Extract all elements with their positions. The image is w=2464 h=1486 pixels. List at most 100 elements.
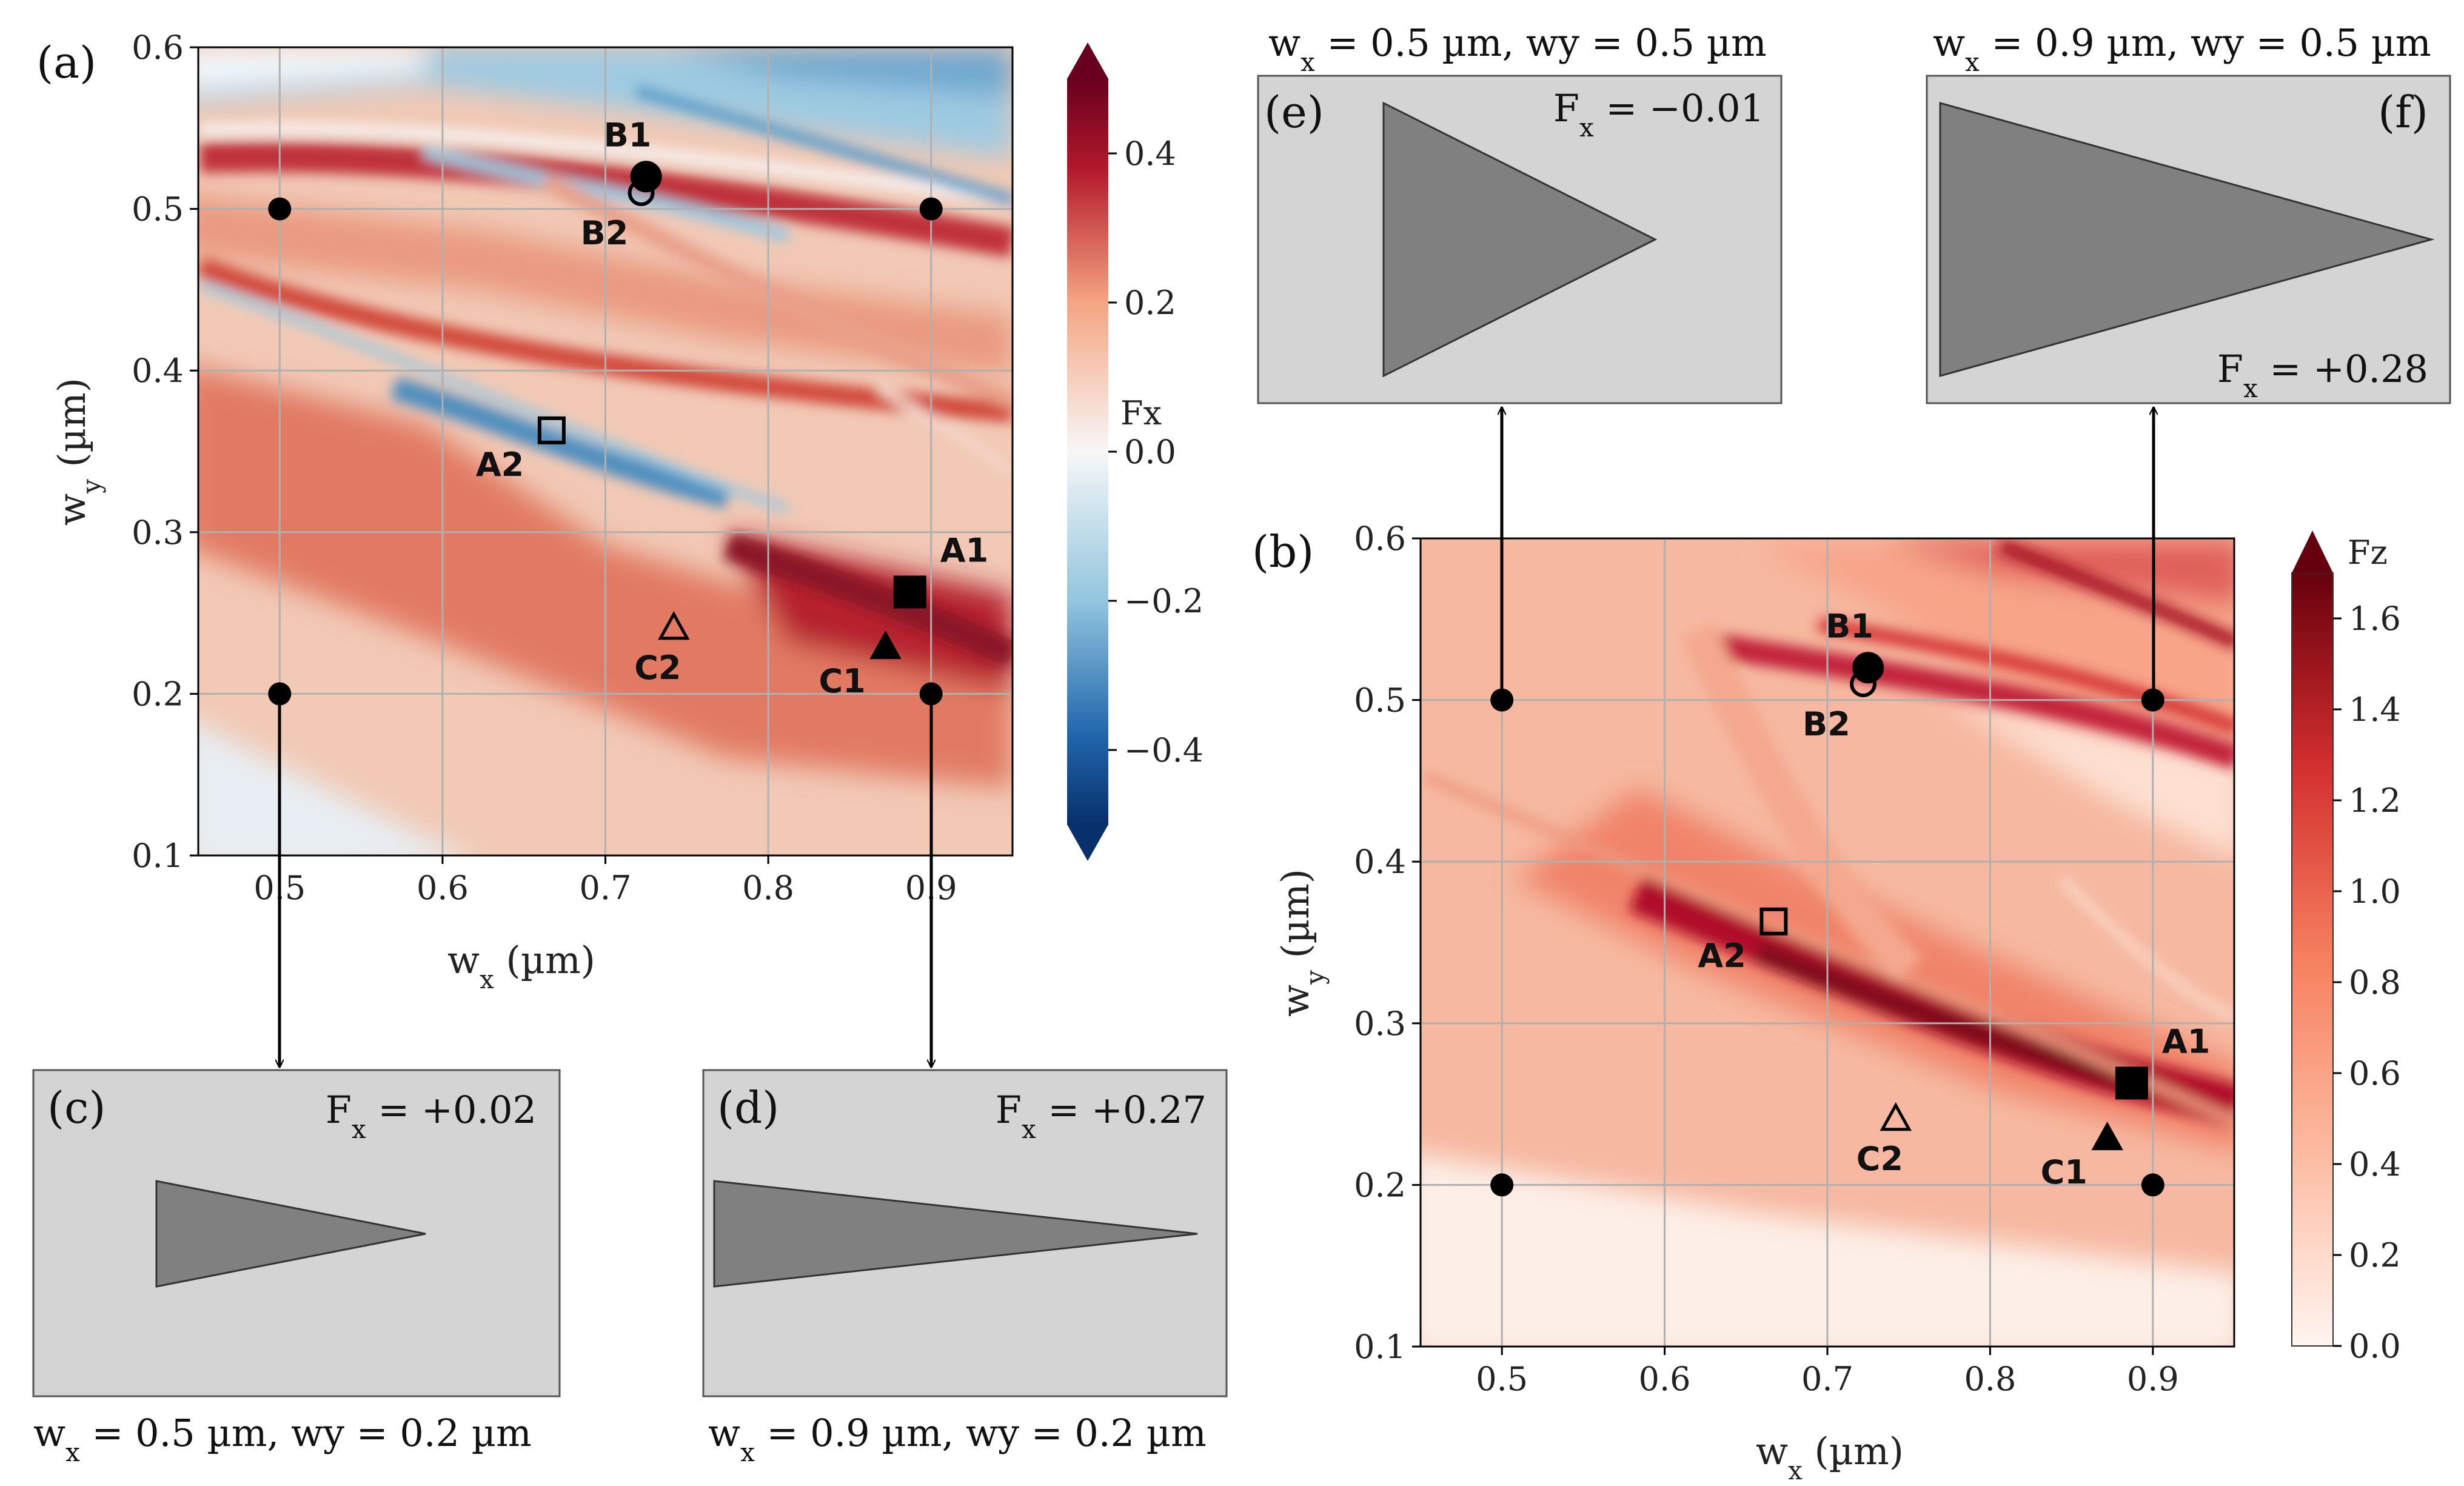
y-tick-label: 0.4	[1354, 843, 1406, 881]
sample-point	[2141, 688, 2164, 712]
colorbar-tick-label: 0.4	[2349, 1145, 2401, 1183]
y-tick-label: 0.2	[1354, 1166, 1406, 1204]
x-tick-label: 0.6	[1639, 1360, 1691, 1398]
panel-b-dots	[1490, 688, 2164, 1197]
triangle-e	[1382, 101, 1658, 378]
panel-b-markers: B1 B2 A2 A1 C2 C1	[1698, 607, 2210, 1191]
sample-point	[268, 682, 292, 706]
colorbar-tick-label: −0.4	[1124, 731, 1204, 769]
colorbar-tick-label: 1.6	[2349, 600, 2401, 638]
sample-point	[1490, 1173, 1514, 1197]
y-tick-label: 0.2	[132, 675, 184, 713]
panel-a-markers: B1 B2 A2 A1 C2 C1	[476, 116, 988, 700]
colorbar-tick-label: 1.0	[2349, 872, 2401, 911]
caption-e: wx = 0.5 µm, wy = 0.5 µm	[1268, 21, 1767, 77]
y-tick-label: 0.5	[1354, 681, 1406, 720]
caption-d: wx = 0.9 µm, wy = 0.2 µm	[708, 1411, 1207, 1467]
y-tick-label: 0.4	[132, 352, 184, 390]
panel-b-colorbar: 1.6 1.4 1.2 1.0 0.8 0.6 0.4 0.2 0.0	[2291, 530, 2401, 1365]
sample-point	[919, 197, 943, 221]
triangle-d	[713, 1180, 1198, 1288]
marker-b1-label: B1	[1826, 607, 1873, 645]
marker-c2-label: C2	[1856, 1140, 1903, 1178]
marker-c1-label: C1	[819, 662, 865, 700]
panel-a-label: (a)	[36, 37, 96, 88]
panel-b-xlabel: wx (µm)	[1756, 1429, 1904, 1485]
colorbar-tick-label: 0.0	[2349, 1327, 2401, 1365]
panel-b-heatmap: 0.5 0.6 0.7 0.8 0.9 0.1 0.2 0.3 0.4 0.5 0.6 B1 B2 A2…	[1354, 520, 2235, 1398]
marker-b2	[1850, 670, 1877, 697]
y-tick-label: 0.3	[132, 514, 184, 552]
marker-a1-label: A1	[940, 531, 988, 569]
panel-b-ticks: 0.5 0.6 0.7 0.8 0.9 0.1 0.2 0.3 0.4 0.5 0.6	[1354, 520, 2179, 1398]
triangle-f	[1939, 102, 2435, 377]
colorbar-b-extend-top	[2292, 530, 2333, 573]
x-tick-label: 0.7	[1801, 1360, 1853, 1398]
colorbar-a-extend-top	[1067, 42, 1108, 79]
marker-c2	[658, 611, 690, 640]
fx-value-e: Fx = −0.01	[1553, 86, 1764, 142]
panel-e-label: (e)	[1264, 87, 1324, 138]
fx-value-c: Fx = +0.02	[326, 1088, 537, 1144]
sample-point	[2141, 1173, 2164, 1197]
y-tick-label: 0.3	[1354, 1005, 1406, 1043]
marker-b1	[1852, 652, 1884, 684]
marker-a1-label: A1	[2162, 1022, 2210, 1060]
colorbar-tick-label: −0.2	[1124, 582, 1204, 620]
colorbar-b-label: Fz	[2348, 534, 2388, 572]
colorbar-tick-label: 0.0	[1124, 433, 1176, 471]
panel-f-label: (f)	[2378, 87, 2428, 138]
fx-value-d: Fx = +0.27	[996, 1088, 1207, 1144]
colorbar-tick-label: 0.4	[1124, 135, 1176, 173]
colorbar-tick-label: 0.6	[2349, 1054, 2401, 1093]
x-tick-label: 0.7	[580, 869, 632, 907]
marker-b2	[628, 179, 655, 206]
connector-arrows	[280, 407, 2154, 1067]
colorbar-tick-label: 1.4	[2349, 691, 2401, 729]
shape-box-f: (f) Fx = +0.28	[1926, 75, 2451, 404]
colorbar-b-gradient	[2291, 572, 2334, 1347]
marker-a1	[893, 575, 926, 609]
marker-c1	[869, 630, 902, 660]
marker-a2	[537, 416, 566, 444]
marker-c2-label: C2	[634, 649, 681, 687]
y-tick-label: 0.1	[1354, 1328, 1406, 1366]
panel-c-label: (c)	[47, 1082, 106, 1133]
marker-c2	[1880, 1102, 1912, 1131]
y-tick-label: 0.6	[132, 28, 184, 67]
triangle-c	[155, 1180, 426, 1288]
colorbar-a-extend-bottom	[1067, 825, 1108, 861]
marker-b1	[630, 161, 662, 193]
panel-d-label: (d)	[717, 1082, 779, 1133]
colorbar-a-label: Fx	[1120, 394, 1162, 432]
sample-point	[268, 197, 292, 221]
panel-b-ylabel: wy (µm)	[1273, 869, 1330, 1017]
marker-a2-label: A2	[1698, 937, 1746, 975]
colorbar-tick-label: 0.2	[1124, 284, 1176, 322]
marker-a1	[2115, 1066, 2148, 1100]
y-tick-label: 0.5	[132, 190, 184, 229]
x-tick-label: 0.8	[742, 869, 794, 907]
shape-box-c: (c) Fx = +0.02	[32, 1069, 561, 1397]
sample-point	[919, 682, 943, 706]
y-tick-label: 0.6	[1354, 520, 1406, 558]
panel-b-label: (b)	[1252, 526, 1314, 577]
panel-a-dots	[268, 197, 943, 706]
panel-a-colorbar: 0.4 0.2 0.0 −0.2 −0.4	[1067, 42, 1204, 861]
fx-value-f: Fx = +0.28	[2217, 347, 2428, 403]
marker-c1	[2091, 1121, 2123, 1151]
marker-c1-label: C1	[2041, 1153, 2087, 1191]
shape-box-e: (e) Fx = −0.01	[1257, 75, 1783, 404]
marker-b1-label: B1	[604, 116, 652, 154]
marker-b2-label: B2	[581, 214, 629, 252]
shape-box-d: (d) Fx = +0.27	[702, 1069, 1228, 1397]
caption-c: wx = 0.5 µm, wy = 0.2 µm	[33, 1411, 532, 1467]
panel-a-ylabel: wy (µm)	[50, 378, 106, 526]
marker-a2-label: A2	[476, 446, 524, 484]
marker-b2-label: B2	[1803, 705, 1850, 743]
panel-a-xlabel: wx (µm)	[447, 938, 595, 994]
panel-a-heatmap: 0.5 0.6 0.7 0.8 0.90.10.20.30.40.50.6 B1B2A2…	[132, 28, 1014, 907]
marker-a2	[1759, 907, 1788, 935]
colorbar-tick-label: 1.2	[2349, 781, 2401, 820]
